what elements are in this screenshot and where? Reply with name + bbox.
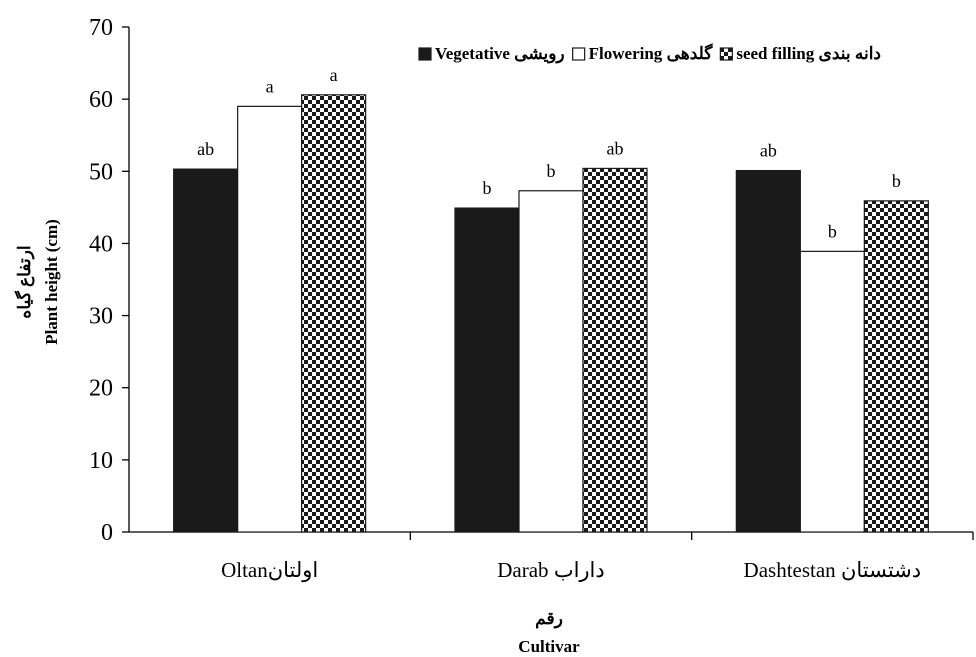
significance-letter: b <box>892 171 901 191</box>
y-tick-label: 50 <box>89 159 113 185</box>
legend-label: seed filling دانه بندی <box>736 44 881 63</box>
y-tick-label: 10 <box>89 448 113 474</box>
y-axis-title-persian: ارتفاع گیاه <box>14 245 35 318</box>
significance-letter: b <box>547 161 556 181</box>
significance-letter: ab <box>197 139 214 159</box>
bar-vegetative <box>173 168 239 533</box>
legend: Vegetative رویشی Flowering گلدهی seed fill… <box>418 43 881 64</box>
bar-seed-filling <box>863 200 929 533</box>
bar-vegetative <box>735 169 801 533</box>
legend-swatch <box>418 47 432 61</box>
y-tick-label: 20 <box>89 376 113 402</box>
legend-swatch <box>572 47 586 61</box>
significance-letter: a <box>330 65 338 85</box>
y-tick-label: 30 <box>89 304 113 330</box>
significance-letter: b <box>828 221 837 241</box>
significance-letter: b <box>483 178 492 198</box>
significance-letter: ab <box>607 138 624 158</box>
x-axis-title: Cultivar <box>518 637 580 656</box>
y-tick-label: 60 <box>89 87 113 113</box>
x-axis: Oltanاولتان Darab داراب Dashtestan دشتستان <box>129 531 974 583</box>
y-tick-label: 70 <box>89 15 113 41</box>
significance-letter: a <box>266 76 274 96</box>
y-tick-label: 0 <box>101 520 113 546</box>
y-axis-title: Plant height (cm) <box>42 219 61 345</box>
y-axis: 0 10 20 30 40 50 60 70 <box>89 15 130 546</box>
x-category-label: Oltanاولتان <box>221 558 318 583</box>
legend-swatch <box>719 47 733 61</box>
bar-flowering <box>799 250 865 533</box>
x-category-label: Dashtestan دشتستان <box>744 558 922 582</box>
significance-letter: ab <box>760 141 777 161</box>
bar-seed-filling <box>301 94 367 533</box>
bar-flowering <box>237 105 303 533</box>
x-axis-title-persian: رقم <box>535 609 563 629</box>
x-category-label: Darab داراب <box>497 558 605 583</box>
bar-seed-filling <box>582 167 648 533</box>
legend-label: Vegetative رویشی <box>435 44 565 64</box>
bar-flowering <box>518 190 584 533</box>
bar-vegetative <box>454 207 520 533</box>
y-tick-label: 40 <box>89 231 113 257</box>
legend-label: Flowering گلدهی <box>589 43 714 63</box>
